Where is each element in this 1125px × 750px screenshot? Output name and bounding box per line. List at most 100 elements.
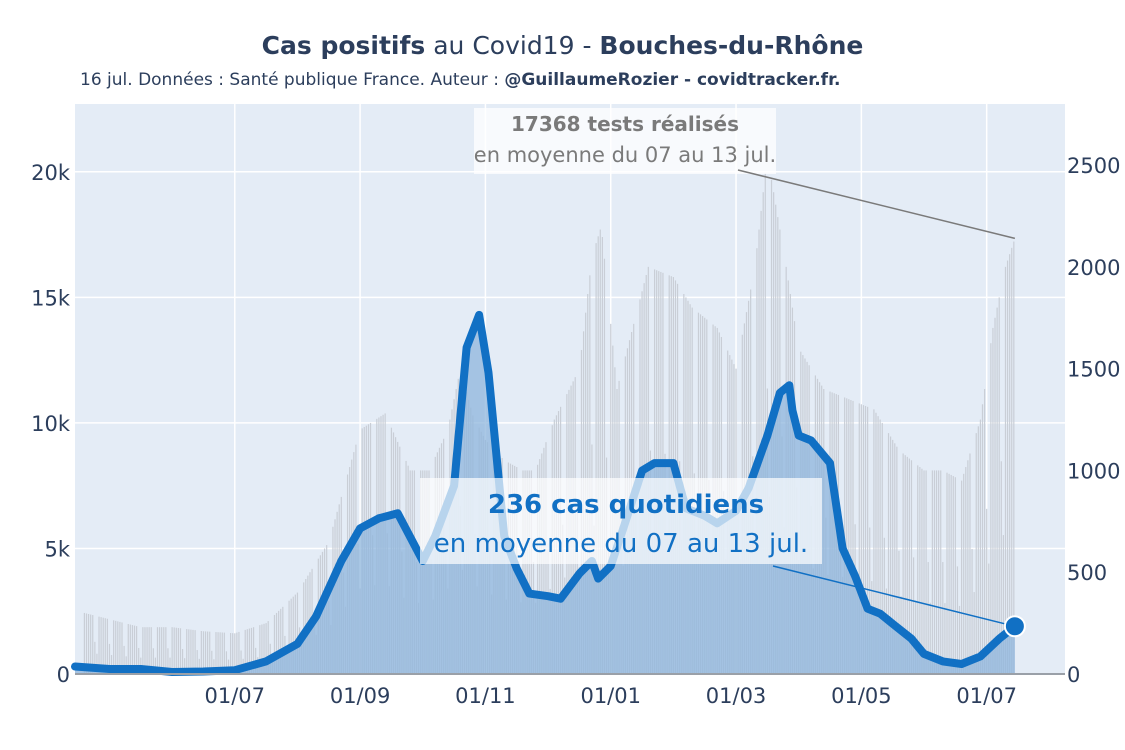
- cases-annotation-box: [420, 478, 822, 564]
- tests-bar: [1004, 266, 1007, 674]
- tests-bar: [530, 470, 532, 674]
- tests-bar: [184, 658, 186, 674]
- tests-bar: [175, 627, 177, 674]
- tests-bar: [944, 603, 946, 674]
- tests-bar: [524, 470, 526, 674]
- tests-bar: [211, 650, 213, 674]
- tests-bar: [87, 613, 90, 674]
- tests-bar: [963, 473, 965, 674]
- tests-bar: [1013, 241, 1015, 674]
- tests-bar: [213, 659, 215, 674]
- y-left-tick-label: 15k: [31, 286, 71, 310]
- tests-bar: [867, 406, 869, 674]
- tests-annotation-subtitle: en moyenne du 07 au 13 jul.: [474, 143, 776, 167]
- tests-annotation-pointer: [737, 169, 1016, 240]
- tests-bar: [589, 275, 591, 674]
- tests-bar: [152, 648, 154, 674]
- title-middle: au Covid19 -: [425, 31, 600, 60]
- tests-bar: [846, 398, 848, 674]
- tests-bar: [188, 629, 190, 674]
- tests-bar: [983, 389, 986, 674]
- tests-bar: [92, 615, 94, 674]
- tests-bar: [94, 641, 96, 674]
- subtitle-text: 16 jul. Données : Santé publique France.…: [80, 70, 505, 90]
- tests-bar: [248, 628, 250, 674]
- y-left-tick-label: 0: [57, 663, 70, 687]
- tests-bar: [929, 602, 931, 674]
- tests-bar: [894, 443, 896, 674]
- tests-bar: [181, 648, 184, 674]
- tests-bar: [90, 614, 92, 674]
- tests-bar: [150, 627, 152, 674]
- tests-bar: [294, 594, 296, 674]
- plot-background: [75, 104, 1065, 674]
- tests-bar: [190, 629, 192, 674]
- tests-bar: [117, 621, 119, 674]
- y-right-tick-label: 1500: [1067, 358, 1120, 382]
- tests-bar: [958, 605, 961, 674]
- tests-bar: [879, 419, 881, 674]
- tests-bar: [288, 600, 290, 674]
- tests-bar: [896, 446, 898, 674]
- tests-bar: [215, 632, 217, 674]
- tests-bar: [862, 405, 865, 674]
- title-bold-cases: Cas positifs: [261, 31, 426, 60]
- tests-bar: [869, 527, 871, 674]
- tests-bar: [994, 317, 996, 674]
- tests-bar: [954, 477, 956, 674]
- y-right-tick-label: 1000: [1067, 459, 1120, 483]
- tests-bar: [875, 412, 877, 674]
- tests-bar: [179, 628, 182, 674]
- tests-bar: [119, 621, 121, 674]
- tests-bar: [234, 633, 236, 674]
- tests-bar: [263, 623, 265, 674]
- tests-bar: [158, 627, 161, 674]
- tests-bar: [892, 439, 894, 674]
- tests-bar: [108, 643, 111, 674]
- tests-bar: [142, 627, 144, 674]
- tests-bar: [1000, 461, 1002, 674]
- tests-bar: [864, 405, 867, 674]
- tests-bar: [165, 627, 167, 674]
- tests-bar: [992, 327, 994, 674]
- chart-title: Cas positifs au Covid19 - Bouches-du-Rhô…: [0, 28, 1125, 64]
- tests-bar: [129, 624, 131, 674]
- tests-bar: [977, 426, 979, 674]
- tests-bar: [217, 632, 219, 674]
- tests-bar: [904, 455, 906, 674]
- tests-bar: [106, 618, 108, 674]
- tests-bar: [202, 631, 205, 674]
- tests-bar: [971, 548, 973, 674]
- tests-bar: [848, 399, 850, 674]
- tests-bar: [232, 633, 234, 674]
- tests-annotation-box: [474, 108, 776, 174]
- tests-bar: [528, 470, 530, 674]
- tests-bar: [601, 237, 603, 674]
- tests-bar: [933, 470, 936, 674]
- subtitle-author: @GuillaumeRozier - covidtracker.fr.: [504, 70, 841, 90]
- tests-bar: [883, 537, 885, 674]
- tests-bar: [948, 473, 950, 674]
- tests-bar: [915, 600, 917, 674]
- x-tick-label: 01/07: [956, 684, 1017, 708]
- x-tick-label: 01/01: [580, 684, 641, 708]
- tests-bar: [986, 508, 988, 674]
- tests-bar: [169, 657, 171, 674]
- tests-bar: [221, 632, 223, 674]
- tests-bar: [290, 598, 292, 674]
- tests-bar: [156, 627, 159, 674]
- tests-bar: [186, 629, 188, 674]
- tests-bar: [282, 606, 284, 674]
- chart-subtitle: 16 jul. Données : Santé publique France.…: [80, 70, 841, 90]
- tests-bar: [225, 651, 228, 674]
- tests-bar: [138, 647, 140, 674]
- tests-bar: [979, 419, 982, 674]
- tests-bar: [852, 400, 854, 674]
- tests-bar: [860, 404, 862, 674]
- tests-bar: [192, 629, 194, 674]
- tests-bar: [952, 476, 954, 674]
- tests-bar: [163, 627, 165, 674]
- tests-bar: [173, 627, 175, 674]
- tests-bar: [296, 592, 299, 674]
- tests-bar: [940, 470, 942, 674]
